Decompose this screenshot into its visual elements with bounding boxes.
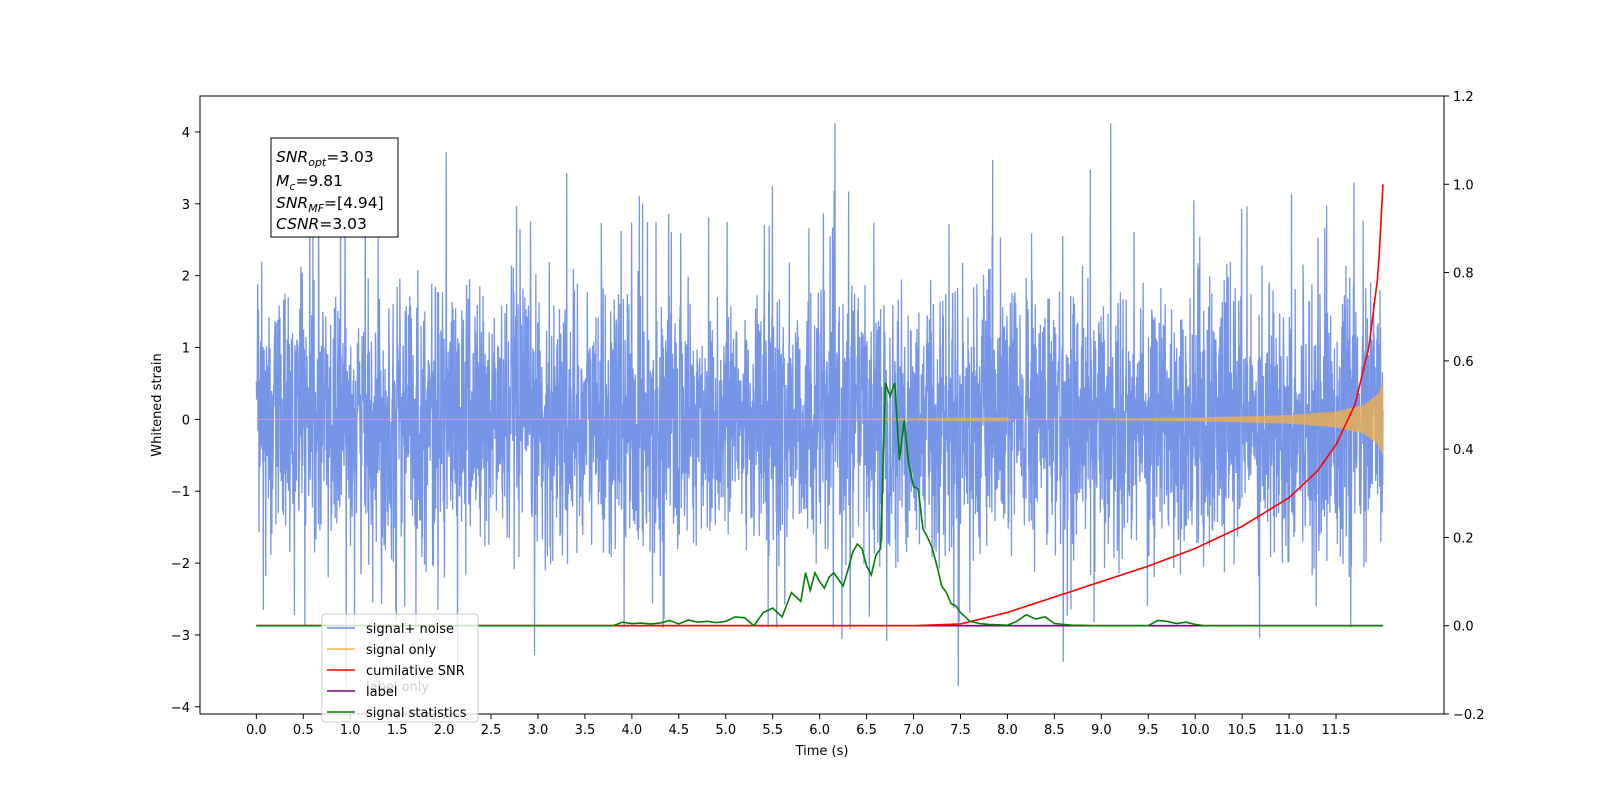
annotation-snr-mf: SNRMF=[4.94] [276, 194, 384, 215]
y2-tick-label: 0.6 [1453, 355, 1474, 370]
x-axis: 0.0 0.5 1.0 1.5 2.0 2.5 3.0 3.5 4.0 4.5 5.0 5.5 6.0 6… [246, 714, 1351, 738]
y-axis-right: 1.2 1.0 0.8 0.6 0.4 0.2 0.0 −0.2 [1444, 90, 1485, 723]
x-tick-label: 6.0 [809, 723, 830, 738]
legend: label only signal+ noise signal only cumil… [321, 613, 479, 723]
legend-box [321, 613, 479, 723]
x-tick-label: 6.5 [856, 723, 877, 738]
plot-frame [199, 95, 1445, 715]
y2-tick-label: 1.2 [1453, 90, 1474, 105]
y-tick-label: 1 [182, 342, 190, 357]
x-tick-label: 5.5 [762, 723, 783, 738]
y2-tick-label: 1.0 [1453, 178, 1474, 193]
x-tick-label: 11.5 [1322, 723, 1351, 738]
legend-label: signal+ noise [366, 622, 454, 637]
legend-label: label [366, 685, 397, 700]
annotation-snr-opt: SNRopt=3.03 [276, 148, 374, 169]
y-tick-label: 2 [182, 270, 190, 285]
x-tick-label: 9.0 [1091, 723, 1112, 738]
x-tick-label: 2.0 [434, 723, 455, 738]
x-tick-label: 1.0 [340, 723, 361, 738]
legend-label: cumilative SNR [366, 664, 465, 679]
y2-tick-label: 0.4 [1453, 443, 1474, 458]
x-tick-label: 2.5 [481, 723, 502, 738]
legend-label: signal statistics [366, 706, 467, 721]
x-tick-label: 9.5 [1138, 723, 1159, 738]
series-signal-only [256, 383, 1384, 455]
y2-tick-label: −0.2 [1453, 708, 1485, 723]
x-tick-label: 1.5 [387, 723, 408, 738]
x-tick-label: 3.5 [575, 723, 596, 738]
y-tick-label: −1 [171, 485, 190, 500]
y2-tick-label: 0.2 [1453, 531, 1474, 546]
series-signal-noise [255, 123, 1384, 687]
x-tick-label: 7.5 [950, 723, 971, 738]
x-tick-label: 0.0 [246, 723, 267, 738]
x-tick-label: 8.5 [1044, 723, 1065, 738]
x-tick-label: 0.5 [293, 723, 314, 738]
x-tick-label: 4.5 [668, 723, 689, 738]
y-tick-label: 3 [182, 198, 190, 213]
y2-tick-label: 0.8 [1453, 267, 1474, 282]
legend-hidden-label: label only [366, 680, 429, 695]
y-axis-left: 4 3 2 1 0 −1 −2 −3 −4 [171, 126, 200, 716]
x-tick-label: 7.0 [903, 723, 924, 738]
x-axis-label: Time (s) [795, 744, 849, 759]
legend-label: signal only [366, 643, 436, 658]
x-tick-label: 4.0 [622, 723, 643, 738]
y-tick-label: 0 [182, 413, 190, 428]
y-tick-label: −4 [171, 701, 190, 716]
y-tick-label: −3 [171, 629, 190, 644]
x-tick-label: 3.0 [528, 723, 549, 738]
annotation-box [270, 137, 399, 238]
x-tick-label: 10.5 [1228, 723, 1257, 738]
annotation-mc: Mc=9.81 [276, 172, 343, 193]
annotation-csnr: CSNR=3.03 [276, 215, 367, 233]
x-tick-label: 8.0 [997, 723, 1018, 738]
series-signal-statistics [256, 382, 1383, 627]
x-tick-label: 5.0 [715, 723, 736, 738]
y-tick-label: −2 [171, 557, 190, 572]
y-axis-label: Whitened strain [150, 353, 165, 456]
stats-annotation: SNRopt=3.03 Mc=9.81 SNRMF=[4.94] CSNR=3.… [270, 137, 399, 238]
y-tick-label: 4 [182, 126, 190, 141]
x-tick-label: 10.0 [1181, 723, 1210, 738]
x-tick-label: 11.0 [1275, 723, 1304, 738]
y2-tick-label: 0.0 [1453, 620, 1474, 635]
